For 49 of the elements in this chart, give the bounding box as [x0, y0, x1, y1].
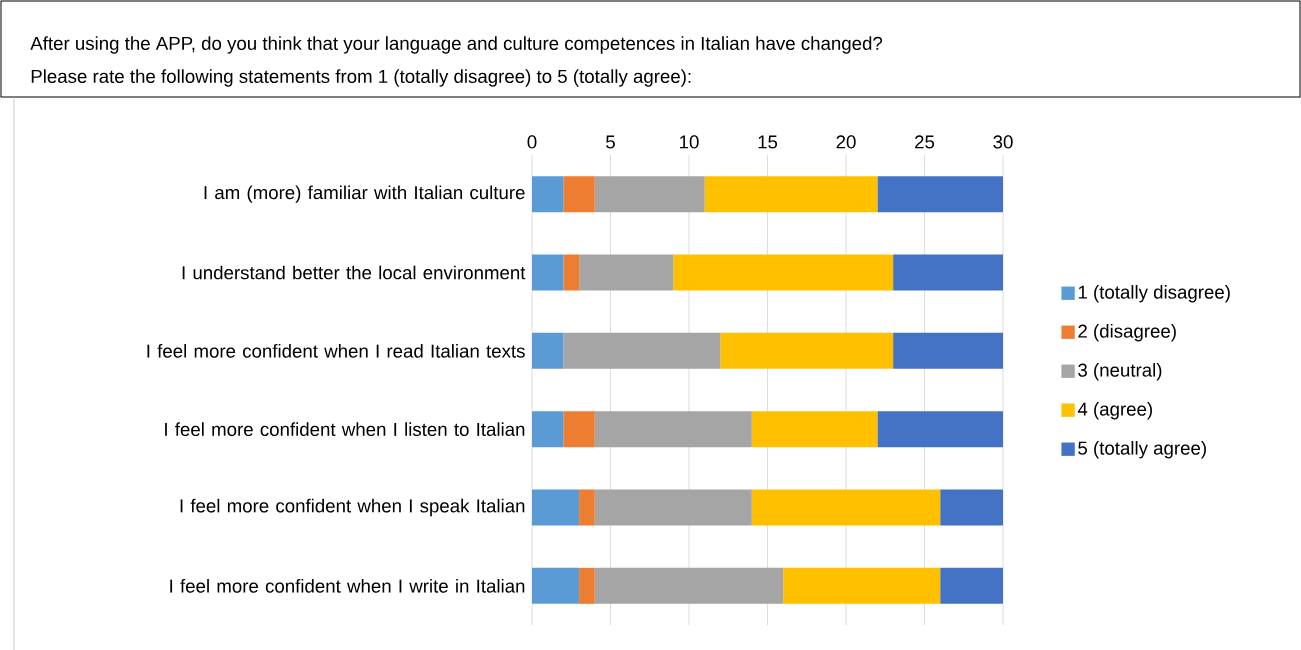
bar	[704, 176, 878, 213]
y-tick-label: I understand better the local environment	[182, 265, 526, 280]
x-tick-label: 5	[606, 135, 615, 149]
bar	[532, 332, 564, 369]
legend-label: 4 (agree)	[1077, 402, 1152, 420]
text: Please rate the following statements from 1 (totally disagree) to 5 (totally agree):	[31, 69, 691, 87]
legend-label: 2 (disagree)	[1078, 324, 1176, 342]
x-tick-label: 0	[527, 135, 537, 149]
legend-label: 1 (totally disagree)	[1078, 285, 1230, 303]
bar	[579, 567, 595, 604]
x-tick-label: 15	[758, 135, 778, 149]
bar	[563, 411, 595, 448]
x-tick-label: 25	[915, 135, 935, 149]
bar	[532, 176, 564, 213]
bar	[940, 489, 1003, 526]
y-tick-label: I feel more confident when I speak Italian	[180, 498, 525, 517]
bar	[877, 411, 1003, 448]
bar	[594, 176, 705, 213]
bar	[594, 489, 752, 526]
bar	[563, 176, 595, 213]
bar	[673, 254, 894, 291]
bar	[594, 411, 752, 448]
bar	[893, 254, 1003, 291]
chart-title: After using the APP, do you think that your language and culture competences in Italian have changed?	[30, 36, 883, 54]
y-tick-label: I feel more confident when I listen to Italian	[165, 422, 525, 437]
bar	[532, 411, 564, 448]
y-tick-label: I am (more) familiar with Italian culture	[204, 185, 525, 203]
bar	[720, 332, 894, 369]
bar	[594, 567, 784, 604]
x-tick-label: 30	[993, 135, 1013, 149]
bar	[940, 567, 1003, 604]
legend-label: 5 (totally agree)	[1078, 441, 1206, 459]
bar	[893, 332, 1003, 369]
legend-label: 3 (neutral)	[1078, 363, 1162, 381]
bar	[877, 176, 1003, 213]
bar	[751, 489, 941, 526]
bar	[783, 567, 941, 604]
y-tick-label: I feel more confident when I read Italian texts	[147, 343, 525, 358]
bar	[532, 489, 580, 526]
bar	[751, 411, 878, 448]
bar	[532, 254, 564, 291]
bar	[563, 254, 580, 291]
x-tick-label: 20	[836, 135, 856, 149]
x-tick-label: 10	[680, 135, 699, 149]
bar	[532, 567, 580, 604]
bar	[563, 332, 721, 369]
bar	[579, 489, 595, 526]
y-tick-label: I feel more confident when I write in Italian	[170, 578, 525, 593]
bar	[579, 254, 674, 291]
